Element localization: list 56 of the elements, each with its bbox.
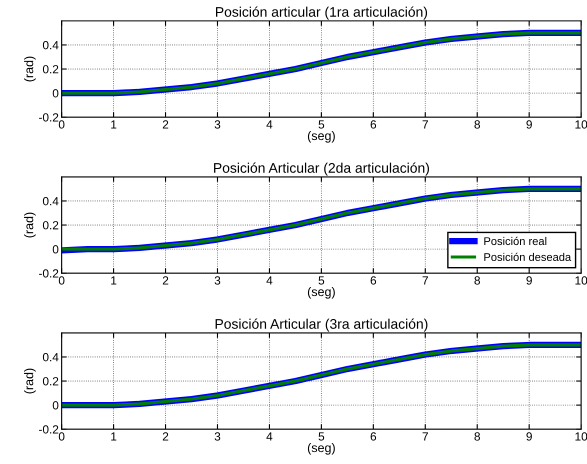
y-tick-label: 0.4 <box>42 353 59 362</box>
x-tick-label: 6 <box>370 432 376 441</box>
y-tick-label: 0.2 <box>42 221 58 230</box>
y-tick-label: -0.2 <box>39 269 58 278</box>
x-tick-label: 9 <box>526 432 532 441</box>
x-tick-label: 3 <box>214 432 220 441</box>
x-tick-label: 10 <box>575 432 587 441</box>
x-tick-label: 0 <box>58 276 64 285</box>
y-tick-label: 0.2 <box>42 65 58 74</box>
y-tick-label: -0.2 <box>39 113 58 122</box>
y-axis-title: (rad) <box>24 368 36 394</box>
x-tick-label: 8 <box>474 276 480 285</box>
y-tick-label: 0 <box>52 89 58 98</box>
x-tick-label: 9 <box>526 276 532 285</box>
x-axis-title: (seg) <box>308 442 335 455</box>
chart-title: Posición Articular (3ra articulación) <box>216 318 428 332</box>
x-tick-label: 0 <box>58 432 64 441</box>
x-tick-label: 5 <box>318 120 324 129</box>
x-tick-label: 2 <box>162 120 168 129</box>
x-tick-label: 1 <box>111 432 116 441</box>
legend-label: Posición real <box>484 236 546 246</box>
y-tick-label: 0.2 <box>42 377 58 386</box>
x-tick-label: 10 <box>575 120 587 129</box>
y-tick-label: 0 <box>52 245 58 254</box>
x-tick-label: 7 <box>422 276 428 285</box>
x-tick-label: 2 <box>162 432 168 441</box>
x-tick-label: 8 <box>474 120 480 129</box>
y-tick-label: 0.4 <box>42 40 59 50</box>
x-tick-label: 6 <box>370 276 376 285</box>
x-tick-label: 7 <box>422 432 428 441</box>
x-tick-label: 4 <box>266 276 272 285</box>
x-axis-title: (seg) <box>308 130 335 143</box>
x-tick-label: 3 <box>214 276 220 285</box>
x-tick-label: 4 <box>266 432 272 441</box>
y-tick-label: -0.2 <box>39 425 58 434</box>
x-tick-label: 0 <box>58 120 64 129</box>
x-tick-label: 10 <box>575 276 587 285</box>
x-tick-label: 7 <box>422 120 428 129</box>
x-tick-label: 5 <box>318 432 324 441</box>
x-tick-label: 9 <box>526 120 532 129</box>
y-axis-title: (rad) <box>24 212 36 238</box>
y-axis-title: (rad) <box>24 56 36 82</box>
chart-title: Posición Articular (2da articulación) <box>214 162 429 176</box>
x-axis-title: (seg) <box>308 286 335 299</box>
x-tick-label: 2 <box>162 276 168 285</box>
y-tick-label: 0 <box>52 401 58 410</box>
x-tick-label: 1 <box>111 120 116 129</box>
x-tick-label: 6 <box>370 120 376 129</box>
x-tick-label: 4 <box>266 120 272 129</box>
x-tick-label: 3 <box>214 120 220 129</box>
legend-label: Posición deseada <box>484 252 572 261</box>
x-tick-label: 8 <box>474 432 480 441</box>
x-tick-label: 1 <box>111 276 116 285</box>
chart-title: Posición articular (1ra articulación) <box>216 6 428 20</box>
x-tick-label: 5 <box>318 276 324 285</box>
y-tick-label: 0.4 <box>42 197 59 206</box>
